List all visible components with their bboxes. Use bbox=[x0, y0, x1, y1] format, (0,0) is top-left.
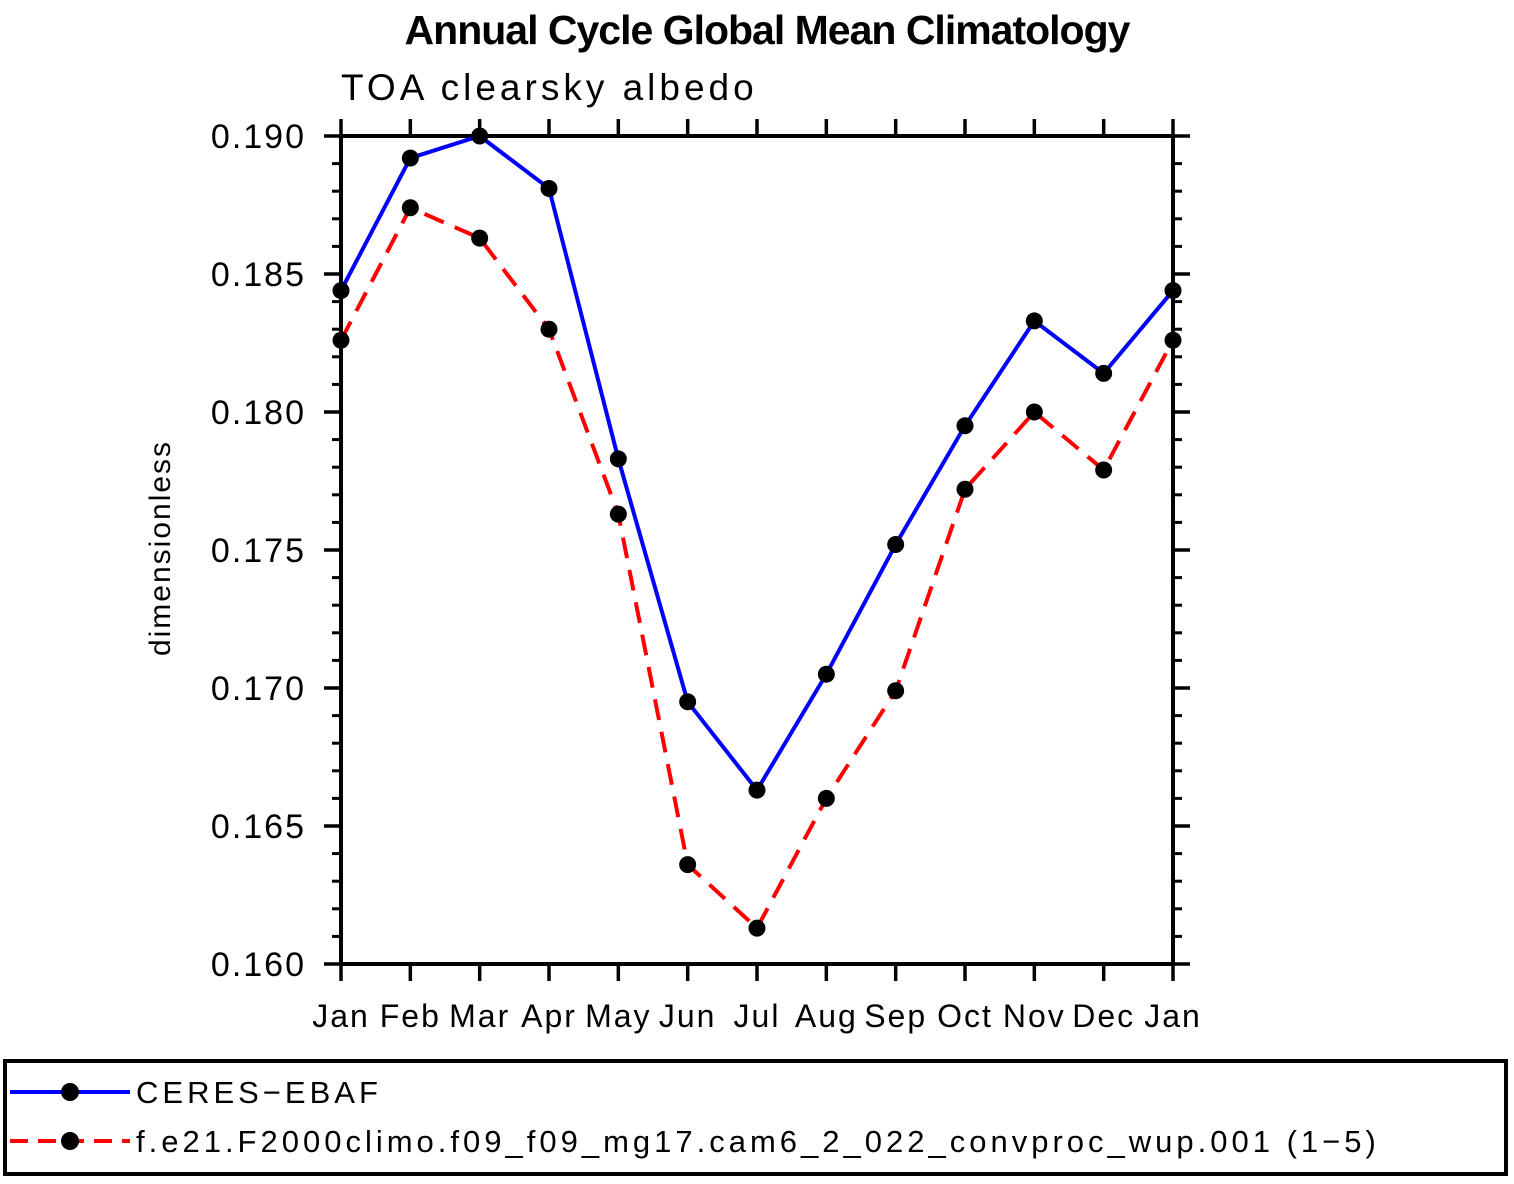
data-point-marker bbox=[1025, 403, 1043, 421]
legend: CERES−EBAF f.e21.F2000climo.f09_f09_mg17.… bbox=[3, 1059, 1508, 1176]
series-markers bbox=[332, 127, 1182, 937]
data-point-marker bbox=[679, 693, 697, 711]
data-point-marker bbox=[1164, 331, 1182, 349]
y-tick-label: 0.160 bbox=[211, 946, 306, 984]
x-tick-label: Mar bbox=[449, 998, 510, 1034]
data-point-marker bbox=[609, 505, 627, 523]
data-point-marker bbox=[817, 789, 835, 807]
x-tick-label: Apr bbox=[521, 998, 577, 1034]
series-lines bbox=[339, 133, 1175, 932]
data-point-marker bbox=[956, 480, 974, 498]
x-tick-label: Nov bbox=[1003, 998, 1066, 1034]
data-point-marker bbox=[471, 229, 489, 247]
x-tick-label: Jan bbox=[312, 998, 370, 1034]
x-tick-label: Jun bbox=[659, 998, 717, 1034]
x-tick-label: May bbox=[585, 998, 651, 1034]
y-tick-label: 0.175 bbox=[211, 532, 306, 570]
x-tick-label: Oct bbox=[937, 998, 993, 1034]
data-point-marker bbox=[679, 856, 697, 874]
chart-title: Annual Cycle Global Mean Climatology bbox=[405, 7, 1131, 53]
plot-frame bbox=[339, 134, 1175, 966]
legend-marker bbox=[61, 1083, 79, 1101]
y-tick-label: 0.185 bbox=[211, 256, 306, 294]
data-point-marker bbox=[540, 179, 558, 197]
data-point-marker bbox=[1164, 282, 1182, 300]
data-point-marker bbox=[401, 199, 419, 217]
y-tick-label: 0.170 bbox=[211, 670, 306, 708]
y-tick-label: 0.190 bbox=[211, 118, 306, 156]
data-point-marker bbox=[332, 331, 350, 349]
legend-items: CERES−EBAF f.e21.F2000climo.f09_f09_mg17.… bbox=[10, 1075, 1380, 1159]
data-point-marker bbox=[609, 450, 627, 468]
data-point-marker bbox=[887, 535, 905, 553]
y-tick-labels: 0.160 0.165 0.170 0.175 0.180 0.185 0.190 bbox=[211, 118, 306, 984]
data-point-marker bbox=[748, 919, 766, 937]
x-tick-label: Jul bbox=[734, 998, 781, 1034]
legend-label: CERES−EBAF bbox=[136, 1075, 382, 1110]
x-tick-label: Aug bbox=[795, 998, 858, 1034]
legend-box bbox=[3, 1059, 1508, 1176]
x-tick-label: Jan bbox=[1144, 998, 1202, 1034]
series-line-1 bbox=[339, 205, 1175, 932]
x-tick-labels: Jan Feb Mar Apr May Jun Jul Aug Sep Oct Nov Dec Jan bbox=[312, 998, 1202, 1034]
y-axis-label: dimensionless bbox=[144, 440, 177, 656]
data-point-marker bbox=[1095, 461, 1113, 479]
y-tick-label: 0.180 bbox=[211, 394, 306, 432]
data-point-marker bbox=[401, 149, 419, 167]
legend-marker bbox=[61, 1132, 79, 1150]
data-point-marker bbox=[540, 320, 558, 338]
x-tick-label: Dec bbox=[1072, 998, 1135, 1034]
data-point-marker bbox=[887, 682, 905, 700]
legend-item-0: CERES−EBAF bbox=[10, 1075, 382, 1110]
data-point-marker bbox=[817, 665, 835, 683]
x-tick-label: Feb bbox=[380, 998, 441, 1034]
data-point-marker bbox=[956, 417, 974, 435]
legend-item-1: f.e21.F2000climo.f09_f09_mg17.cam6_2_022… bbox=[10, 1124, 1380, 1159]
data-point-marker bbox=[748, 781, 766, 799]
x-tick-label: Sep bbox=[864, 998, 927, 1034]
axis-ticks bbox=[324, 119, 1190, 981]
data-point-marker bbox=[1095, 364, 1113, 382]
data-point-marker bbox=[471, 127, 489, 145]
data-point-marker bbox=[332, 282, 350, 300]
data-point-marker bbox=[1025, 312, 1043, 330]
chart-subtitle: TOA clearsky albedo bbox=[341, 67, 758, 108]
y-tick-label: 0.165 bbox=[211, 808, 306, 846]
legend-label: f.e21.F2000climo.f09_f09_mg17.cam6_2_022… bbox=[136, 1124, 1380, 1159]
